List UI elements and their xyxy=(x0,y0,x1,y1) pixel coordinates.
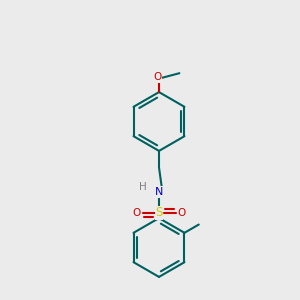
Text: S: S xyxy=(155,206,163,220)
Text: O: O xyxy=(132,208,141,218)
Text: O: O xyxy=(153,72,162,82)
Text: H: H xyxy=(139,182,146,193)
Text: N: N xyxy=(155,187,163,197)
Text: O: O xyxy=(177,208,186,218)
